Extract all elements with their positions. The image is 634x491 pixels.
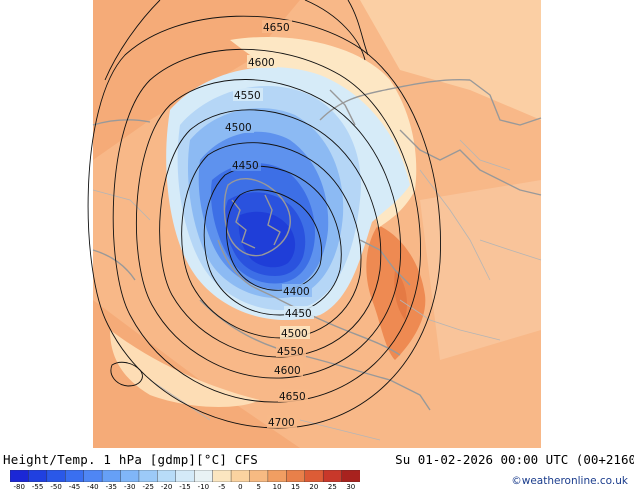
colorbar-tick-label: 0: [238, 483, 243, 491]
colorbar-swatch: [10, 470, 29, 482]
colorbar-tick-label: -45: [68, 483, 81, 491]
colorbar-swatch: [101, 470, 122, 482]
colorbar-tick-label: -30: [123, 483, 136, 491]
colorbar-tick-label: 15: [291, 483, 300, 491]
colorbar-swatch: [322, 470, 343, 482]
colorbar-swatch: [138, 470, 158, 482]
colorbar-tick-label: 5: [256, 483, 261, 491]
colorbar: [10, 470, 360, 482]
colorbar-tick-label: -35: [105, 483, 118, 491]
contour-label: 4450: [285, 308, 312, 320]
valid-time: Su 01-02-2026 00:00 UTC (00+2160: [395, 452, 634, 467]
contour-label: 4600: [274, 365, 301, 377]
colorbar-tick-label: -40: [87, 483, 99, 491]
colorbar-tick-label: -20: [160, 483, 173, 491]
colorbar-swatch: [212, 470, 232, 482]
colorbar-tick-label: -5: [218, 483, 226, 491]
credit: ©weatheronline.co.uk: [511, 475, 628, 487]
contour-label: 4400: [283, 286, 310, 298]
contour-labels: 4650 4600 4550 4500 4450 4400 4450 4500 …: [224, 20, 314, 429]
colorbar-labels: -80 -55 -50 -45 -40 -35 -30 -25 -20 -15 -10 -5 0 5 10 1…: [10, 483, 360, 491]
colorbar-tick-label: -10: [197, 483, 210, 491]
colorbar-tick-label: 20: [309, 483, 319, 491]
colorbar-tick-label: -55: [31, 483, 44, 491]
colorbar-swatch: [267, 470, 287, 482]
contour-label: 4500: [281, 328, 308, 340]
colorbar-tick-label: -50: [50, 483, 62, 491]
height-contours: [87, 0, 441, 429]
colorbar-swatch: [120, 470, 140, 482]
colorbar-tick-label: 30: [346, 483, 356, 491]
colorbar-tick-label: -25: [142, 483, 154, 491]
colorbar-swatch: [157, 470, 177, 482]
contour-label: 4450: [232, 160, 259, 172]
colorbar-tick-label: 25: [327, 483, 337, 491]
colorbar-swatch: [230, 470, 250, 482]
colorbar-swatch: [46, 470, 66, 482]
colorbar-swatch: [304, 470, 324, 482]
contour-label: 4650: [279, 391, 306, 403]
colorbar-tick-label: -80: [13, 483, 25, 491]
contour-label: 4600: [248, 57, 275, 69]
product-title: Height/Temp. 1 hPa [gdmp][°C] CFS: [3, 452, 258, 467]
contour-label: 4650: [263, 22, 290, 34]
colorbar-swatch: [286, 470, 306, 482]
colorbar-swatch: [83, 470, 103, 482]
colorbar-swatch: [194, 470, 214, 482]
colorbar-swatch: [249, 470, 269, 482]
contour-label: 4550: [277, 346, 304, 358]
legend-footer: Height/Temp. 1 hPa [gdmp][°C] CFS Su 01-…: [0, 448, 634, 491]
weather-map: 4650 4600 4550 4500 4450 4400 4450 4500 …: [87, 0, 542, 448]
contour-label: 4550: [234, 90, 261, 102]
contour-label: 4500: [225, 122, 252, 134]
contour-label: 4700: [268, 417, 295, 429]
colorbar-tick-label: 10: [272, 483, 282, 491]
colorbar-tick-label: -15: [179, 483, 191, 491]
colorbar-swatch: [341, 470, 360, 482]
colorbar-swatch: [28, 470, 48, 482]
colorbar-swatch: [65, 470, 85, 482]
colorbar-swatch: [175, 470, 195, 482]
